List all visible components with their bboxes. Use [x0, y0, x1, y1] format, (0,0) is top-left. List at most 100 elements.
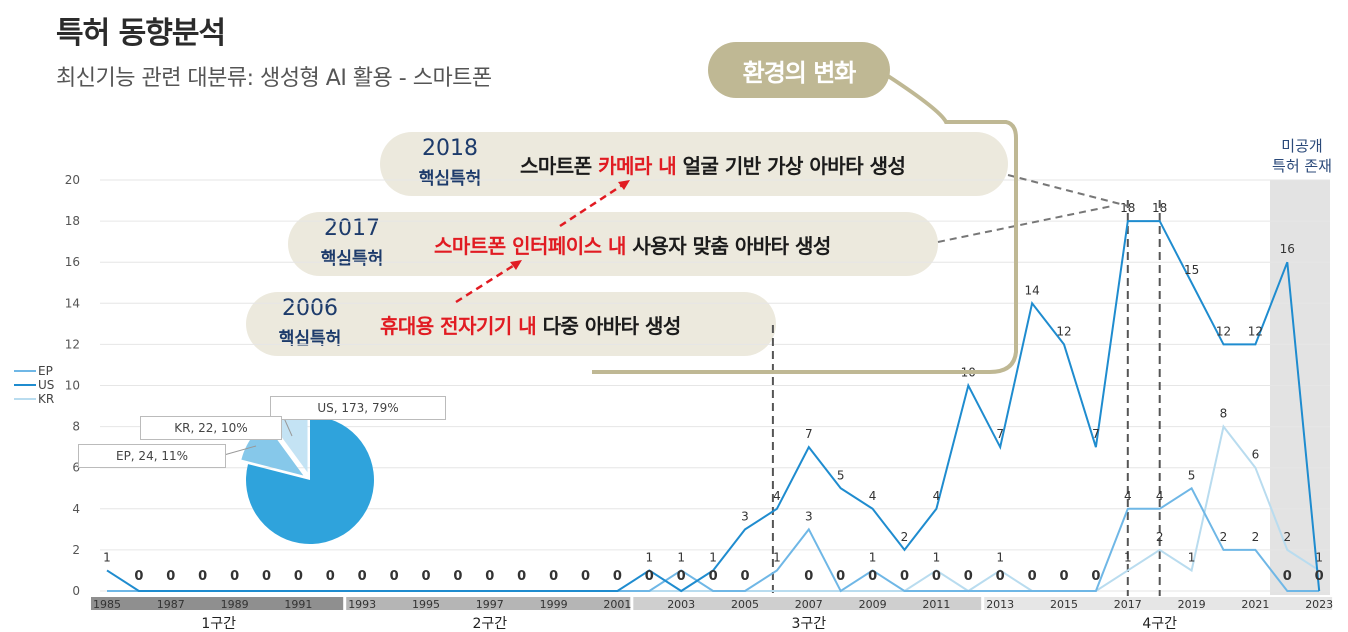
x-tick-label: 1995 [412, 598, 440, 611]
x-tick-label: 1999 [540, 598, 568, 611]
data-label: 1 [1124, 550, 1132, 564]
callout-badge: 핵심특허 [320, 249, 384, 269]
data-label: 8 [1220, 407, 1228, 421]
y-tick-label: 2 [72, 543, 80, 557]
data-label: 0 [581, 569, 590, 584]
pie-label-kr: KR, 22, 10% [140, 416, 282, 440]
x-tick-label: 2009 [859, 598, 887, 611]
data-label: 5 [837, 468, 845, 482]
unpublished-note-line2: 특허 존재 [1272, 157, 1332, 175]
data-label: 0 [1028, 569, 1037, 584]
data-label: 0 [836, 569, 845, 584]
data-label: 1 [645, 550, 653, 564]
legend-label-kr: KR [38, 392, 55, 406]
data-label: 0 [804, 569, 813, 584]
legend-item-ep: EP [14, 364, 54, 378]
page-subtitle: 최신기능 관련 대분류: 생성형 AI 활용 - 스마트폰 [56, 66, 492, 91]
x-tick-label: 2013 [986, 598, 1014, 611]
pie-slice-us [246, 416, 374, 544]
period-label: 2구간 [472, 616, 507, 632]
legend-swatch-us [14, 384, 36, 386]
x-tick-label: 1993 [348, 598, 376, 611]
data-label: 0 [485, 569, 494, 584]
data-label: 2 [1156, 530, 1164, 544]
data-label: 0 [996, 569, 1005, 584]
pie-leader-us [283, 417, 293, 437]
data-label: 4 [773, 489, 781, 503]
data-label: 0 [1091, 569, 1100, 584]
period-label: 3구간 [791, 616, 826, 632]
chart-legend: EP US KR [14, 364, 54, 406]
data-label: 6 [1252, 448, 1260, 462]
data-label: 16 [1280, 242, 1295, 256]
x-tick-label: 2001 [603, 598, 631, 611]
data-label: 12 [1216, 324, 1231, 338]
callout-desc-post: 사용자 맞춤 아바타 생성 [625, 234, 831, 258]
legend-swatch-kr [14, 398, 36, 400]
data-label: 0 [294, 569, 303, 584]
x-tick-label: 2017 [1114, 598, 1142, 611]
data-label: 0 [740, 569, 749, 584]
arrow-head-2006 [510, 260, 522, 270]
x-tick-label: 2023 [1305, 598, 1333, 611]
x-tick-label: 1989 [221, 598, 249, 611]
x-tick-label: 2003 [667, 598, 695, 611]
y-tick-label: 16 [65, 255, 80, 269]
page-title: 특허 동향분석 [56, 16, 226, 51]
data-label: 12 [1056, 324, 1071, 338]
data-label: 2 [901, 530, 909, 544]
legend-item-kr: KR [14, 392, 54, 406]
data-label: 1 [996, 550, 1004, 564]
data-label: 12 [1248, 324, 1263, 338]
data-label: 4 [869, 489, 877, 503]
y-tick-label: 12 [65, 337, 80, 351]
period-label: 1구간 [201, 616, 236, 632]
data-label: 0 [1059, 569, 1068, 584]
unpublished-note: 미공개 특허 존재 [1262, 136, 1342, 176]
pie-label-ep: EP, 24, 11% [78, 444, 226, 468]
data-label: 0 [677, 569, 686, 584]
data-label: 1 [677, 550, 685, 564]
legend-label-us: US [38, 378, 55, 392]
x-tick-label: 2007 [795, 598, 823, 611]
x-tick-label: 1987 [157, 598, 185, 611]
x-tick-label: 1997 [476, 598, 504, 611]
data-label: 0 [964, 569, 973, 584]
period-bar [91, 597, 344, 610]
data-label: 4 [1156, 489, 1164, 503]
legend-swatch-ep [14, 370, 36, 372]
callout-year: 2006 [282, 296, 338, 321]
y-tick-label: 4 [72, 502, 80, 516]
x-tick-label: 2011 [922, 598, 950, 611]
callout-desc-post: 다중 아바타 생성 [536, 314, 682, 338]
data-label: 0 [932, 569, 941, 584]
pie-label-us: US, 173, 79% [270, 396, 446, 420]
callout-connector-2018 [1007, 174, 1129, 207]
callout-desc-highlight: 스마트폰 인터페이스 내 [434, 234, 626, 258]
callout-desc: 휴대용 전자기기 내 다중 아바타 생성 [380, 310, 681, 339]
callout-desc-pre: 스마트폰 [520, 154, 599, 178]
data-label: 2 [1252, 530, 1260, 544]
callout-2018: 2018 핵심특허 스마트폰 카메라 내 얼굴 기반 가상 아바타 생성 [380, 132, 1008, 196]
y-tick-label: 10 [65, 379, 80, 393]
callout-badge: 핵심특허 [418, 169, 482, 189]
data-label: 1 [1188, 550, 1196, 564]
x-tick-label: 1985 [93, 598, 121, 611]
x-tick-label: 2021 [1241, 598, 1269, 611]
callout-desc-highlight: 카메라 내 [598, 154, 677, 178]
arrow-2006-to-2017 [455, 262, 517, 304]
data-label: 2 [1283, 530, 1291, 544]
data-label: 4 [933, 489, 941, 503]
data-label: 5 [1188, 468, 1196, 482]
data-label: 0 [868, 569, 877, 584]
period-bar [346, 597, 631, 610]
data-label: 0 [358, 569, 367, 584]
legend-label-ep: EP [38, 364, 53, 378]
period-bar [633, 597, 982, 610]
data-label: 0 [421, 569, 430, 584]
y-tick-label: 14 [65, 296, 80, 310]
callout-year: 2018 [422, 136, 478, 161]
data-label: 0 [900, 569, 909, 584]
data-label: 3 [741, 509, 749, 523]
data-label: 2 [1220, 530, 1228, 544]
